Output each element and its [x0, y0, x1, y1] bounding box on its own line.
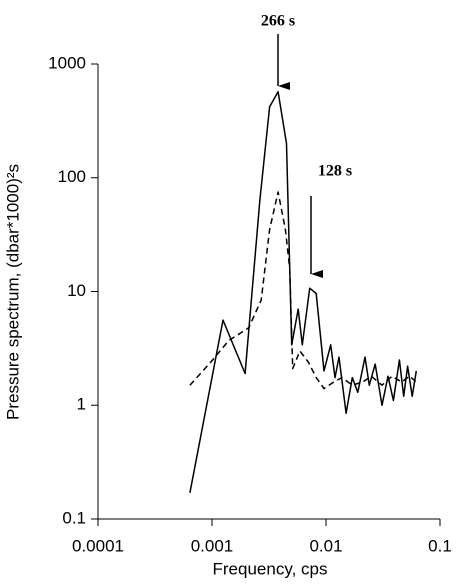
series-line — [189, 91, 418, 493]
annotation: 128 s — [318, 163, 352, 180]
annotation: 266 s — [261, 13, 295, 30]
y-tick-label: 0.1 — [62, 508, 86, 527]
x-tick-label: 0.01 — [309, 536, 342, 555]
x-tick-label: 0.0001 — [72, 536, 124, 555]
x-tick-label: 0.1 — [428, 536, 452, 555]
series-line — [189, 191, 417, 390]
x-axis-label: Frequency, cps — [213, 559, 328, 578]
y-axis-label: Pressure spectrum, (dbar*1000)²s — [3, 164, 22, 420]
x-tick-label: 0.001 — [191, 536, 234, 555]
y-tick-label: 1000 — [48, 53, 86, 72]
y-tick-label: 100 — [58, 167, 86, 186]
y-tick-label: 1 — [77, 395, 86, 414]
y-tick-label: 10 — [67, 281, 86, 300]
